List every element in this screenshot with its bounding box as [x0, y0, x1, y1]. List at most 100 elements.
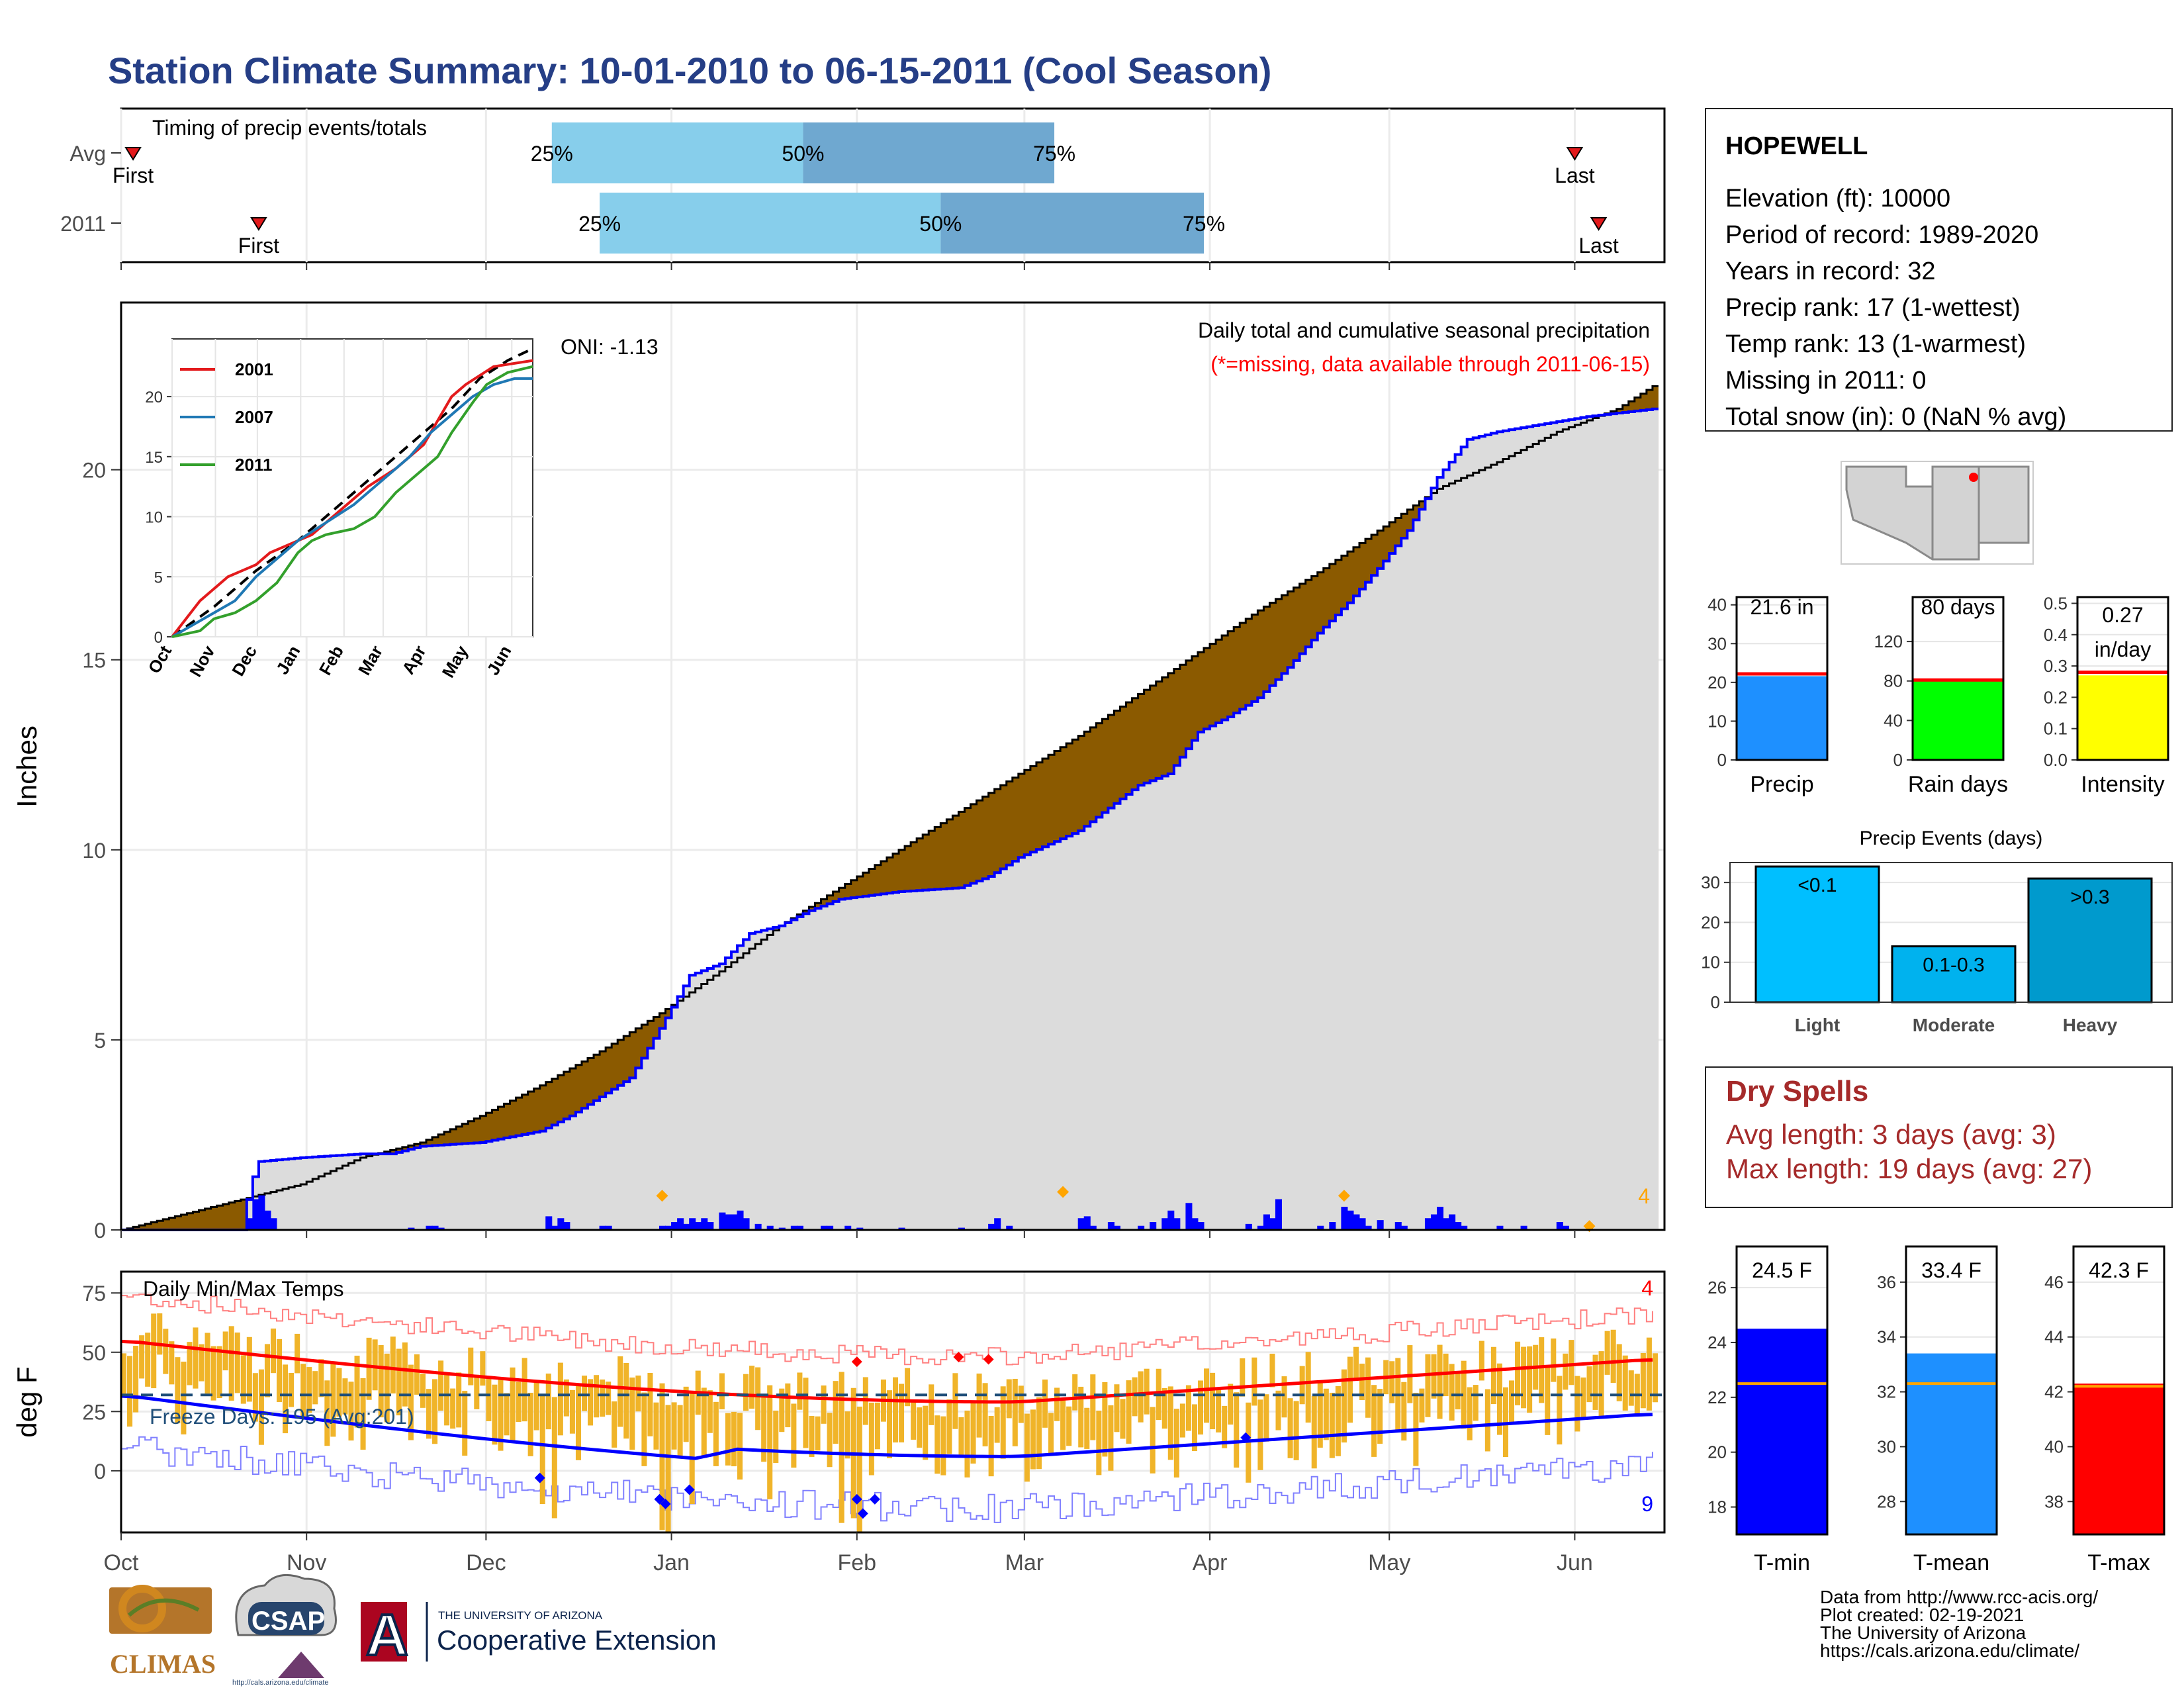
- daily-temp-bar: [1335, 1385, 1341, 1456]
- station-info-line: Precip rank: 17 (1-wettest): [1725, 294, 2021, 322]
- daily-temp-bar: [121, 1353, 127, 1397]
- daily-temp-bar: [1102, 1382, 1108, 1457]
- daily-temp-bar: [1431, 1354, 1437, 1399]
- temp-summary-y-tick-label: 34: [1877, 1327, 1896, 1347]
- daily-temp-bar: [1090, 1374, 1096, 1440]
- daily-temp-bar: [1167, 1386, 1173, 1460]
- month-label: Nov: [287, 1550, 326, 1575]
- daily-precip-bar: [1167, 1210, 1175, 1231]
- temp-summary-bar-fill: [1737, 1329, 1827, 1534]
- dry-spells-box: Dry Spells Avg length: 3 days (avg: 3) M…: [1705, 1066, 2173, 1208]
- daily-temp-bar: [210, 1346, 216, 1401]
- daily-precip-bar: [1353, 1214, 1360, 1231]
- month-label: Jun: [1557, 1550, 1593, 1575]
- timing-row-label: 2011: [60, 212, 106, 236]
- daily-temp-bar: [563, 1379, 569, 1417]
- daily-temp-bar: [964, 1410, 970, 1477]
- daily-temp-bar: [940, 1416, 946, 1476]
- daily-temp-bar: [199, 1344, 205, 1382]
- daily-temp-bar: [1228, 1383, 1234, 1425]
- daily-temp-bar: [1311, 1395, 1317, 1469]
- daily-temp-bar: [1467, 1387, 1473, 1440]
- daily-precip-bar: [1263, 1214, 1270, 1231]
- location-map: [1841, 461, 2034, 565]
- daily-precip-bar: [1430, 1214, 1438, 1231]
- daily-precip-bar: [677, 1218, 684, 1231]
- daily-temp-bar: [1479, 1340, 1484, 1381]
- daily-temp-bar: [1287, 1398, 1293, 1458]
- missing-marker: [1057, 1186, 1069, 1198]
- daily-precip-bar: [1347, 1210, 1354, 1231]
- daily-temp-bar: [815, 1416, 821, 1451]
- daily-temp-bar: [731, 1411, 737, 1467]
- record-low-marker: [1240, 1432, 1251, 1443]
- precip-y-label: Inches: [11, 726, 42, 808]
- daily-temp-bar: [1299, 1366, 1305, 1405]
- events-y-tick-label: 20: [1701, 912, 1720, 932]
- timing-p75: 75%: [1033, 142, 1075, 165]
- precip-events-chart: Precip Events (days) 0 10 20 30 <0.1 Light 0.1-…: [1701, 827, 2173, 1035]
- daily-precip-bar: [1329, 1222, 1336, 1231]
- events-bar-label: >0.3: [2070, 886, 2109, 908]
- daily-temp-bar: [426, 1389, 432, 1439]
- daily-temp-bar: [193, 1327, 199, 1389]
- daily-precip-bar: [1107, 1222, 1115, 1231]
- daily-temp-bar: [151, 1313, 157, 1389]
- summary-y-tick-label: 0.3: [2044, 656, 2068, 676]
- daily-temp-bar: [1269, 1353, 1275, 1387]
- summary-y-tick-label: 30: [1707, 633, 1727, 653]
- daily-temp-bar: [1000, 1386, 1006, 1459]
- timing-p75: 75%: [1183, 212, 1225, 236]
- daily-temp-bar: [803, 1378, 809, 1448]
- temp-summary-y-tick-label: 18: [1707, 1497, 1727, 1517]
- daily-temp-bar: [1484, 1389, 1490, 1452]
- daily-temp-bar: [402, 1342, 408, 1407]
- station-info-line: Missing in 2011: 0: [1725, 367, 1926, 395]
- daily-temp-bar: [976, 1373, 982, 1438]
- daily-temp-bar: [588, 1379, 594, 1426]
- events-category-label: Moderate: [1913, 1015, 1995, 1035]
- daily-temp-bar: [1401, 1382, 1407, 1441]
- daily-precip-bar: [252, 1199, 259, 1231]
- record-high-marker: [953, 1351, 964, 1362]
- daily-temp-bar: [970, 1402, 976, 1464]
- daily-temp-bar: [205, 1333, 210, 1394]
- precip-y-tick-label: 5: [94, 1029, 106, 1053]
- station-info-line: Total snow (in): 0 (NaN % avg): [1725, 403, 2066, 431]
- daily-temp-bar: [462, 1391, 468, 1456]
- daily-precip-bar: [1443, 1218, 1450, 1231]
- daily-temp-bar: [1640, 1352, 1646, 1409]
- summary-bar-frame: [1911, 596, 2005, 761]
- inset-y-tick-label: 5: [154, 569, 163, 586]
- inset-legend-label: 2007: [235, 407, 273, 427]
- temp-summary-bar-frame: [1735, 1245, 1829, 1536]
- daily-temp-bar: [719, 1373, 725, 1409]
- daily-temp-bar: [330, 1364, 336, 1437]
- daily-temp-bar: [1508, 1380, 1515, 1425]
- temp-summary-y-tick-label: 22: [1707, 1387, 1727, 1407]
- daily-temp-bar: [432, 1379, 438, 1444]
- daily-temp-bar: [1377, 1389, 1383, 1444]
- daily-temp-bar: [1204, 1368, 1210, 1423]
- daily-temp-bar: [1263, 1394, 1269, 1442]
- daily-temp-bar: [929, 1384, 934, 1425]
- daily-temp-bar: [1574, 1376, 1580, 1432]
- daily-temp-bar: [468, 1347, 474, 1385]
- temp-summary-bar-fill: [1906, 1353, 1997, 1534]
- record-low-marker: [660, 1499, 671, 1510]
- summary-bar-label: Precip: [1750, 772, 1813, 797]
- daily-temp-bar: [1048, 1413, 1054, 1454]
- daily-temp-bar: [283, 1364, 289, 1434]
- daily-temp-bar: [414, 1354, 420, 1395]
- avg-high-line: [120, 1339, 1653, 1404]
- daily-temp-bar: [1545, 1366, 1551, 1435]
- summary-bar-fill: [2077, 675, 2168, 760]
- precip-y-tick-label: 15: [82, 649, 106, 673]
- missing-note: (*=missing, data available through 2011-…: [1210, 352, 1650, 376]
- daily-temp-bar: [216, 1346, 222, 1399]
- daily-precip-bar: [270, 1218, 277, 1231]
- station-info-line: Elevation (ft): 10000: [1725, 185, 1950, 212]
- daily-temp-bar: [1652, 1353, 1658, 1403]
- credits: Data from http://www.rcc-acis.org/Plot c…: [1820, 1587, 2098, 1661]
